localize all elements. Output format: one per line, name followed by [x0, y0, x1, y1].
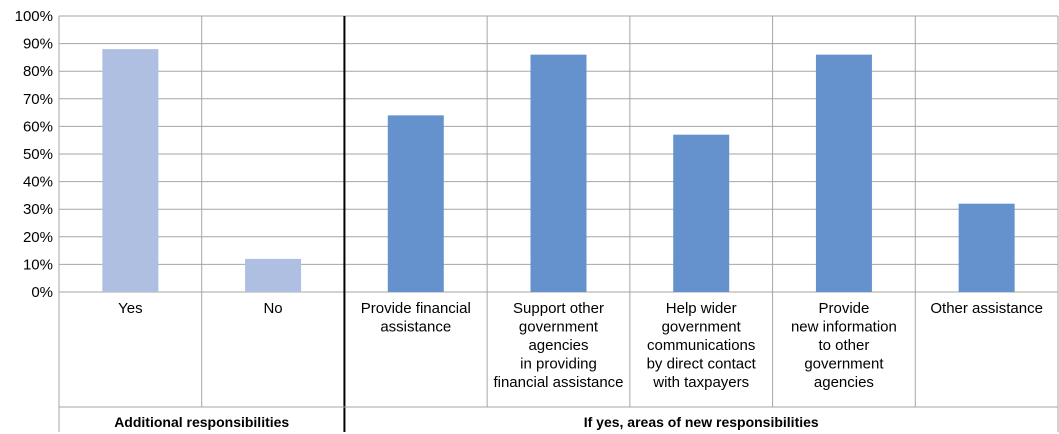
group-labels: Additional responsibilities If yes, areas…: [114, 414, 819, 430]
y-axis-tick-labels: 0% 10% 20% 30% 40% 50% 60% 70% 80% 90% 100%: [15, 8, 53, 301]
category-label: agencies: [528, 337, 588, 354]
category-label: Other assistance: [930, 300, 1043, 317]
category-label: communications: [647, 337, 755, 354]
category-label: Provide financial: [361, 300, 471, 317]
bar: [958, 203, 1015, 292]
y-tick-label: 90%: [23, 36, 53, 53]
bar: [102, 49, 159, 293]
category-label: government: [804, 356, 884, 373]
category-label: Provide: [818, 300, 869, 317]
y-tick-label: 10%: [23, 256, 53, 273]
category-label: in providing: [520, 356, 597, 373]
y-tick-label: 60%: [23, 118, 53, 135]
bars: [102, 49, 1015, 293]
y-tick-label: 20%: [23, 229, 53, 246]
category-label: agencies: [814, 374, 874, 391]
category-label: new information: [791, 319, 897, 336]
category-label: Support other: [513, 300, 604, 317]
group-label: Additional responsibilities: [114, 414, 289, 430]
x-axis-category-labels: Yes No Provide financial assistance Support …: [118, 300, 1043, 391]
category-label: financial assistance: [493, 374, 623, 391]
category-label: with taxpayers: [652, 374, 749, 391]
category-label: Help wider: [666, 300, 737, 317]
y-tick-label: 80%: [23, 63, 53, 80]
category-label: government: [519, 319, 599, 336]
y-tick-label: 0%: [31, 284, 53, 301]
y-tick-label: 100%: [15, 8, 53, 25]
y-tick-label: 40%: [23, 174, 53, 191]
category-label: by direct contact: [647, 356, 757, 373]
bar: [387, 115, 444, 292]
y-tick-label: 50%: [23, 146, 53, 163]
category-label: to other: [818, 337, 869, 354]
category-label: No: [263, 300, 282, 317]
bar: [815, 54, 872, 292]
y-tick-label: 30%: [23, 201, 53, 218]
bar: [673, 134, 730, 292]
bar: [245, 258, 302, 292]
category-label: assistance: [380, 319, 451, 336]
category-label: Yes: [118, 300, 142, 317]
y-tick-label: 70%: [23, 91, 53, 108]
category-label: government: [662, 319, 742, 336]
bar: [530, 54, 587, 292]
group-label: If yes, areas of new responsibilities: [584, 414, 819, 430]
